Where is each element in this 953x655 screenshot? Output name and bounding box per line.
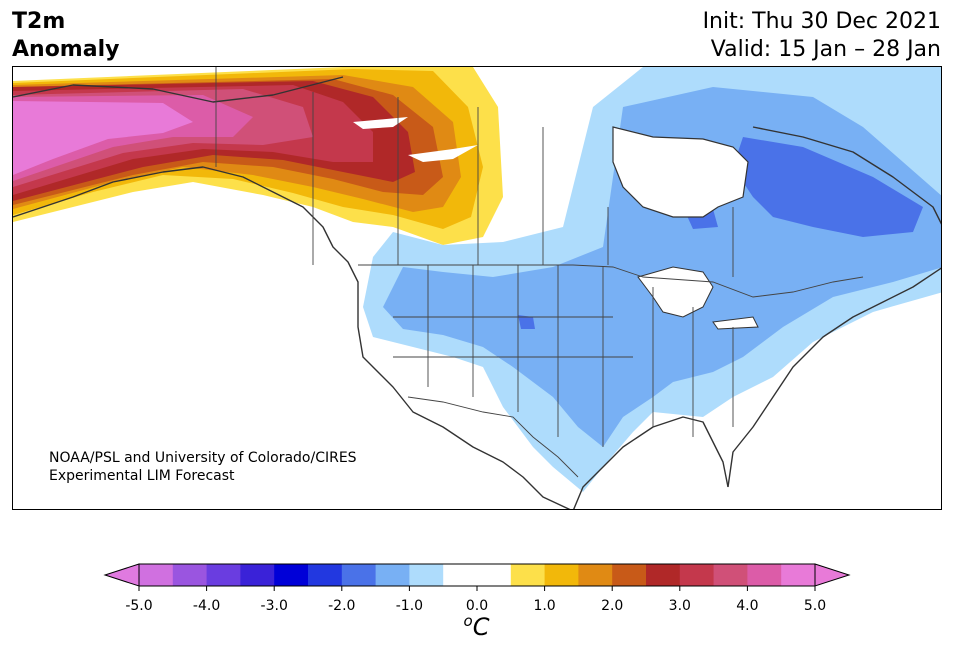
colorbar-bin-15 [646, 564, 681, 586]
warm-anomaly-region [13, 67, 503, 245]
us-canada-border [358, 264, 864, 298]
labrador-coast [752, 126, 941, 225]
warm-contour-4.5 [13, 101, 193, 175]
colorbar-bin-13 [578, 564, 613, 586]
title-variable: T2m [12, 9, 66, 34]
credit-line-2: Experimental LIM Forecast [49, 468, 235, 484]
colorbar-bin-14 [612, 564, 647, 586]
colorbar-tick-label-7: 2.0 [601, 598, 623, 614]
credit-text: NOAA/PSL and University of Colorado/CIRE… [49, 449, 357, 485]
hudson-bay [612, 126, 749, 218]
atlantic-coast [727, 267, 941, 488]
unit-degree: o [463, 612, 473, 630]
colorbar-tick-label-1: -4.0 [193, 598, 220, 614]
colorbar-tick-label-0: -5.0 [125, 598, 152, 614]
alaska-coast [13, 166, 571, 509]
colorbar-bin-0 [139, 564, 174, 586]
colorbar-bin-2 [206, 564, 241, 586]
init-date: Init: Thu 30 Dec 2021 [702, 9, 941, 34]
colorbar-ticks: -5.0 -4.0 -3.0 -2.0 -1.0 0.0 1.0 2.0 3.0 4.0 5.0 [125, 586, 826, 614]
province-lines [312, 92, 734, 277]
colorbar-tick-label-4: -1.0 [396, 598, 423, 614]
colorbar-tick-label-10: 5.0 [804, 598, 826, 614]
colorbar-bin-1 [172, 564, 207, 586]
unit-letter: C [472, 613, 490, 641]
state-lines [393, 265, 734, 447]
cool-contour-1.5 [733, 137, 923, 237]
great-slave-lake [353, 117, 408, 129]
colorbar-tick-label-8: 3.0 [669, 598, 691, 614]
gulf-coast [573, 416, 729, 509]
colorbar-bin-11 [510, 564, 545, 586]
anomaly-map [12, 66, 942, 510]
colorbar-bin-6 [341, 564, 376, 586]
colorbar-bin-18 [747, 564, 782, 586]
great-lakes [637, 266, 759, 330]
us-mexico-border [407, 396, 579, 478]
forecast-dates: Init: Thu 30 Dec 2021 Valid: 15 Jan – 28… [703, 8, 941, 64]
colorbar-bin-16 [679, 564, 714, 586]
colorbar-unit: oC [0, 612, 953, 641]
colorbar-extend-high [814, 563, 851, 587]
colorbar-bin-17 [713, 564, 748, 586]
colorbar-bin-19 [781, 564, 816, 586]
arctic-coast [13, 76, 344, 103]
colorbar-bin-7 [375, 564, 410, 586]
colorbar-tick-label-9: 4.0 [736, 598, 758, 614]
map-canvas [13, 67, 941, 509]
lake-athabasca [408, 145, 478, 162]
colorbar-bin-12 [544, 564, 579, 586]
colorbar-bin-8 [409, 564, 444, 586]
map-title: T2m Anomaly [12, 8, 119, 64]
colorbar-extend-low [103, 563, 140, 587]
colorbar-tick-label-5: 0.0 [466, 598, 488, 614]
colorbar-bins [103, 563, 851, 587]
water-bodies [353, 117, 759, 330]
colorbar-tick-label-6: 1.0 [533, 598, 555, 614]
cool-contour-1.5-c [518, 315, 535, 329]
colorbar: -5.0 -4.0 -3.0 -2.0 -1.0 0.0 1.0 2.0 3.0 4.0 5.0 [103, 563, 851, 614]
colorbar-bin-4 [274, 564, 309, 586]
colorbar-tick-label-2: -3.0 [261, 598, 288, 614]
colorbar-bin-5 [308, 564, 343, 586]
credit-line-1: NOAA/PSL and University of Colorado/CIRE… [49, 450, 357, 466]
colorbar-tick-label-3: -2.0 [328, 598, 355, 614]
political-borders [215, 67, 864, 478]
title-kind: Anomaly [12, 37, 120, 62]
valid-range: Valid: 15 Jan – 28 Jan [710, 37, 941, 62]
coastlines [13, 76, 941, 509]
colorbar-bin-9 [443, 564, 478, 586]
colorbar-bin-10 [477, 564, 512, 586]
colorbar-bin-3 [240, 564, 275, 586]
